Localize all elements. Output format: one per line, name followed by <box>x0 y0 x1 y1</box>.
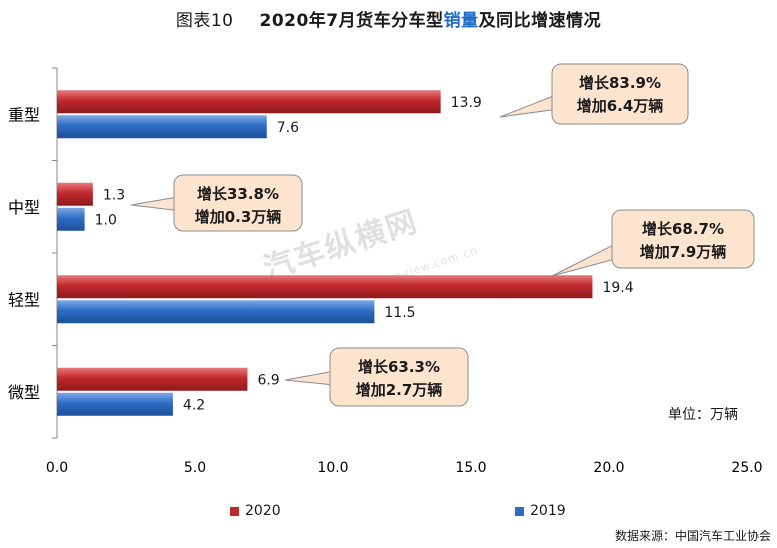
bar-value-label: 1.0 <box>95 212 117 228</box>
x-tick-label: 25.0 <box>731 460 762 476</box>
bar-value-label: 1.3 <box>103 187 125 203</box>
callout-increase-text: 增加2.7万辆 <box>356 381 443 399</box>
x-tick-label: 0.0 <box>46 460 68 476</box>
callout-increase-text: 增加6.4万辆 <box>577 97 664 115</box>
x-tick-label: 10.0 <box>317 460 348 476</box>
chart-title: 图表10 2020年7月货车分车型销量及同比增速情况 <box>0 6 777 31</box>
bar-2019 <box>57 300 375 324</box>
title-text-end: 及同比增速情况 <box>478 11 602 31</box>
callout-box: 增长63.3% 增加2.7万辆 <box>284 347 469 407</box>
category-label: 中型 <box>8 198 40 217</box>
bar-value-label: 4.2 <box>183 397 205 413</box>
callout-growth-text: 增长63.3% <box>358 358 440 376</box>
callout-box: 增长33.8% 增加0.3万辆 <box>130 174 303 232</box>
bar-value-label: 13.9 <box>451 95 482 111</box>
callout-increase-text: 增加0.3万辆 <box>195 208 282 226</box>
legend-label-2019: 2019 <box>530 503 566 519</box>
bar-value-label: 7.6 <box>277 120 299 136</box>
x-tick-label: 15.0 <box>455 460 486 476</box>
bar-2019 <box>57 207 85 231</box>
legend-swatch-2020 <box>230 506 239 516</box>
data-source: 数据来源：中国汽车工业协会 <box>614 529 771 543</box>
legend-item-2020: 2020 <box>230 503 281 519</box>
callout-growth-text: 增长68.7% <box>642 220 724 238</box>
figure-number: 图表10 <box>175 11 234 31</box>
legend-swatch-2019 <box>515 506 524 516</box>
category-label: 轻型 <box>8 290 40 309</box>
bar-2020 <box>57 90 441 114</box>
x-tick-label: 20.0 <box>593 460 624 476</box>
category-label: 重型 <box>8 105 40 124</box>
bar-2020 <box>57 367 248 391</box>
callout-growth-text: 增长83.9% <box>579 74 661 92</box>
bar-2020 <box>57 182 93 206</box>
bar-value-label: 6.9 <box>257 372 279 388</box>
callout-growth-text: 增长33.8% <box>197 185 279 203</box>
bar-2019 <box>57 115 267 139</box>
title-text: 2020年7月货车分车型 <box>259 11 444 31</box>
callout-box: 增长68.7% 增加7.9万辆 <box>551 209 755 277</box>
bar-2019 <box>57 392 173 416</box>
legend-label-2020: 2020 <box>245 503 281 519</box>
callout-increase-text: 增加7.9万辆 <box>640 243 727 261</box>
callout-box: 增长83.9% 增加6.4万辆 <box>499 63 689 125</box>
category-label: 微型 <box>8 383 40 402</box>
unit-label: 单位：万辆 <box>668 407 738 423</box>
bar-value-label: 11.5 <box>384 305 415 321</box>
bar-value-label: 19.4 <box>602 280 633 296</box>
legend-item-2019: 2019 <box>515 503 566 519</box>
bar-2020 <box>57 275 593 299</box>
title-highlight: 销量 <box>443 11 479 31</box>
x-tick-label: 5.0 <box>184 460 206 476</box>
